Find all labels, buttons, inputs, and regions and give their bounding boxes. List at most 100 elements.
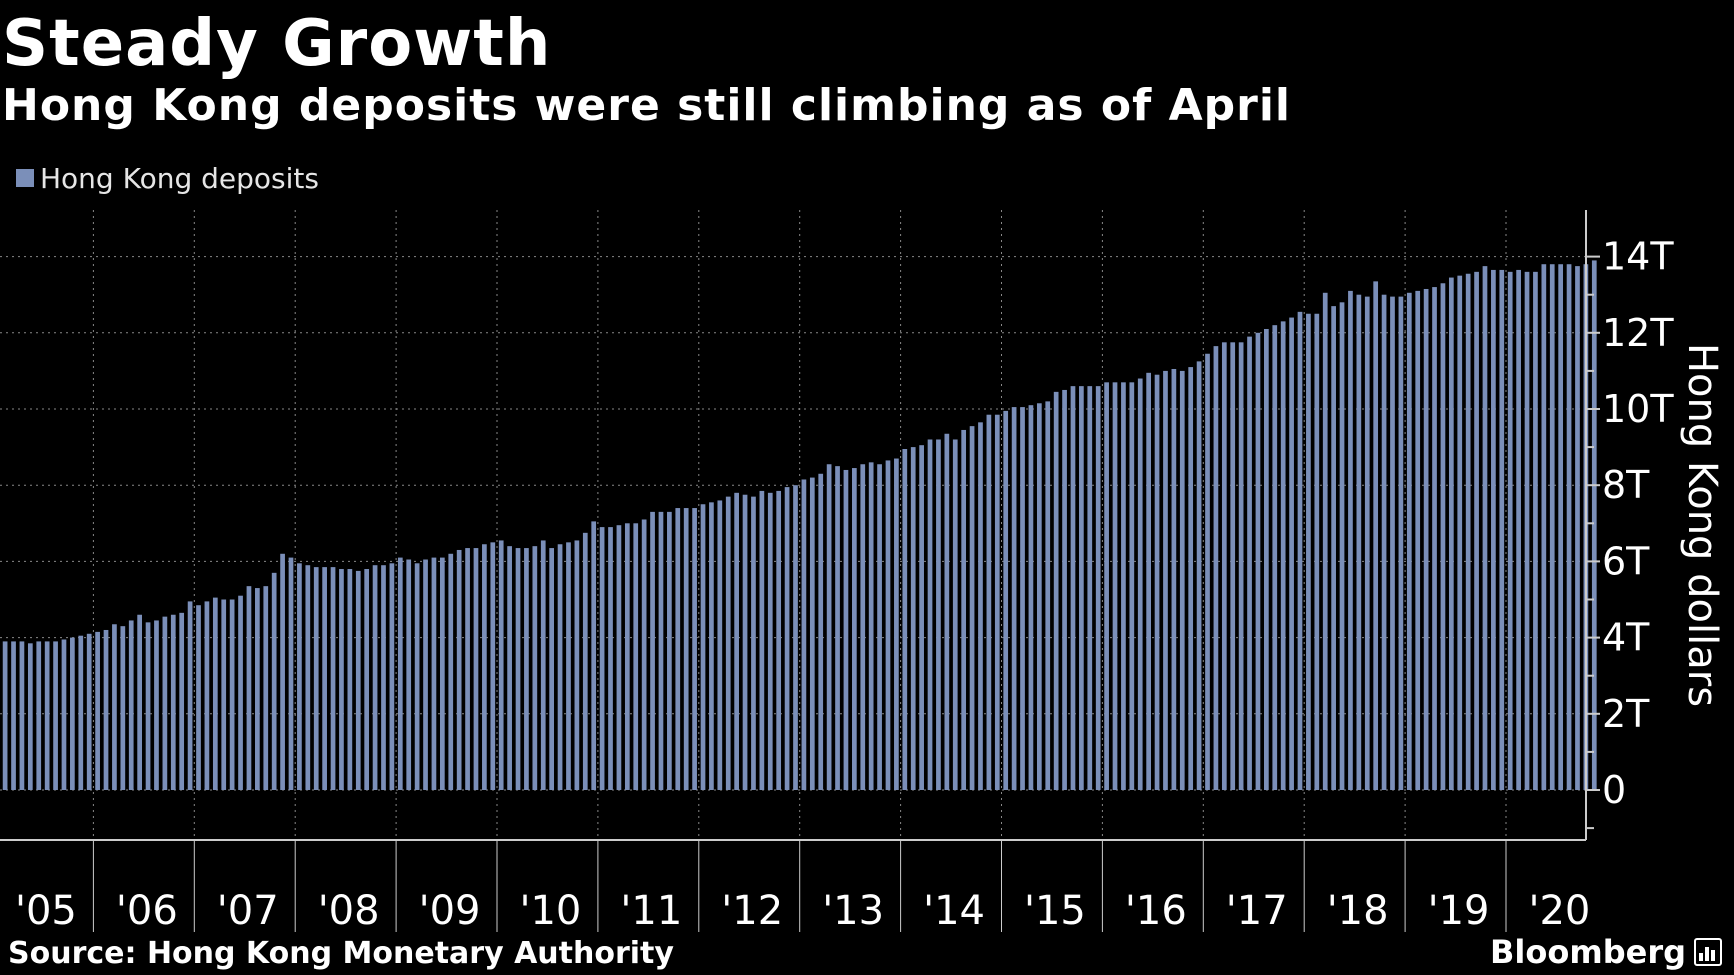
bar	[1457, 275, 1463, 790]
source-note: Source: Hong Kong Monetary Authority	[8, 936, 674, 971]
bar	[196, 605, 201, 790]
bar	[313, 567, 319, 790]
bar	[1423, 288, 1429, 790]
bar	[170, 614, 176, 790]
bar	[860, 464, 866, 790]
x-tick-label: '08	[318, 888, 380, 934]
x-tick-label: '05	[15, 888, 77, 934]
y-axis-ticks: 0 2T 4T 6T 8T 10T 12T 14T	[1602, 235, 1674, 812]
bar	[112, 624, 117, 790]
bar	[1314, 313, 1320, 790]
bar	[120, 626, 126, 790]
bar	[330, 567, 336, 790]
bar	[843, 469, 849, 790]
bar	[1448, 277, 1454, 790]
bar	[784, 487, 790, 790]
bar	[902, 449, 908, 790]
bar	[1280, 321, 1286, 790]
legend: Hong Kong deposits	[16, 161, 319, 197]
bar	[709, 502, 714, 790]
x-tick-label: '07	[217, 888, 279, 934]
bar	[1348, 290, 1353, 790]
bar	[675, 508, 681, 790]
bar	[868, 462, 874, 790]
bar	[381, 565, 386, 790]
y-tick-label: 8T	[1602, 463, 1650, 507]
bar	[717, 500, 723, 790]
chart-title: Steady Growth	[2, 7, 552, 81]
bar	[532, 546, 538, 790]
chart-subtitle: Hong Kong deposits were still climbing a…	[2, 80, 1292, 131]
bar	[1179, 370, 1185, 790]
bar	[297, 563, 302, 790]
bar	[1322, 292, 1328, 790]
bar	[53, 641, 58, 790]
bar	[1591, 260, 1597, 790]
bar	[1095, 386, 1101, 790]
x-tick-label: '18	[1327, 888, 1389, 934]
y-tick-label: 0	[1602, 768, 1626, 812]
bar	[1146, 372, 1151, 790]
bar	[465, 548, 470, 790]
bar	[835, 466, 840, 790]
bar	[423, 559, 428, 790]
bar	[1507, 271, 1513, 791]
bar	[1373, 281, 1379, 790]
bar	[1045, 401, 1051, 790]
bar	[1289, 317, 1294, 790]
bar	[599, 527, 605, 790]
bar	[86, 633, 92, 790]
x-tick-label: '12	[721, 888, 783, 934]
bar	[557, 544, 563, 790]
bar	[1264, 328, 1269, 790]
y-tick-label: 6T	[1602, 539, 1650, 583]
bar	[1230, 342, 1236, 790]
bar	[246, 586, 252, 790]
x-tick-label: '14	[923, 888, 985, 934]
x-tick-label: '19	[1428, 888, 1490, 934]
bar	[95, 631, 100, 790]
bar	[591, 521, 597, 790]
bar	[641, 519, 647, 790]
bar	[969, 426, 975, 790]
bar	[1272, 325, 1278, 790]
x-tick-label: '09	[419, 888, 481, 934]
bar	[364, 569, 370, 790]
bar	[19, 641, 25, 790]
bar	[986, 414, 992, 790]
bar	[1205, 353, 1210, 790]
bar	[1221, 342, 1227, 790]
bar	[767, 492, 773, 790]
bar	[204, 601, 210, 790]
bar	[1028, 405, 1034, 790]
bar	[347, 569, 353, 790]
bar	[1364, 296, 1370, 790]
bar	[1087, 386, 1093, 790]
bar	[1129, 382, 1135, 790]
bar	[1213, 346, 1219, 790]
bar	[1003, 410, 1009, 790]
bar	[683, 508, 689, 790]
bar	[11, 641, 16, 790]
bar	[793, 485, 798, 790]
x-tick-label: '11	[620, 888, 682, 934]
bar	[1011, 407, 1017, 790]
bloomberg-terminal-icon	[1694, 938, 1722, 966]
bar	[1356, 294, 1362, 790]
bar	[36, 641, 42, 790]
bar	[885, 460, 891, 790]
bar	[238, 595, 243, 790]
bar	[658, 511, 664, 790]
bar	[1398, 296, 1404, 790]
bar	[1390, 296, 1395, 790]
bar	[1255, 332, 1261, 790]
bar	[1070, 386, 1076, 790]
bar	[1541, 264, 1547, 791]
bar	[961, 429, 967, 790]
y-tick-label: 12T	[1602, 311, 1674, 355]
bar	[154, 620, 159, 790]
bar	[1238, 342, 1244, 790]
bar	[667, 511, 672, 790]
bar	[137, 614, 142, 790]
